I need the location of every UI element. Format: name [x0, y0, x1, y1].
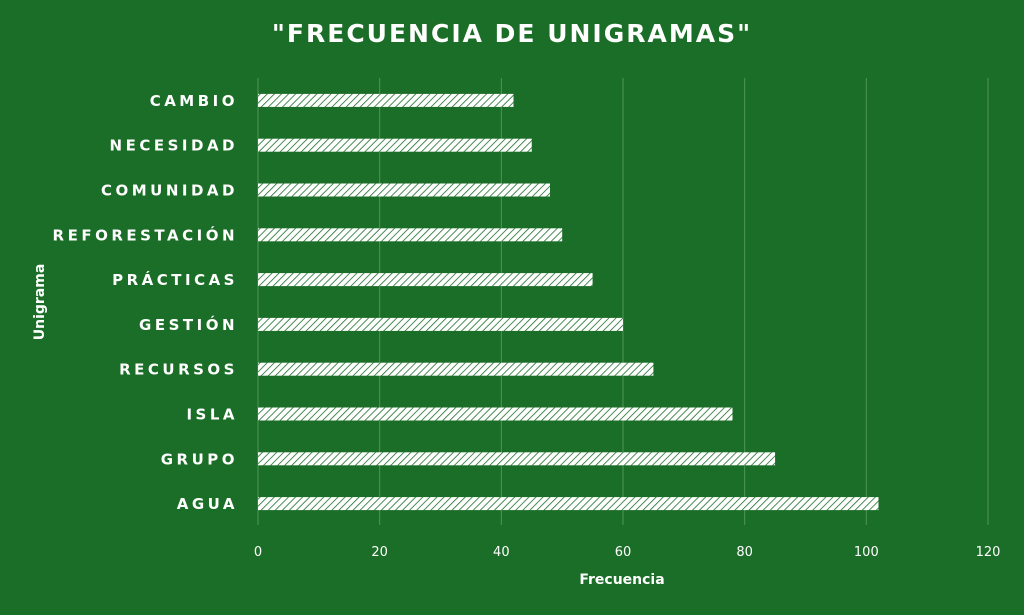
bars — [258, 93, 879, 511]
bar-comunidad — [258, 183, 550, 197]
bar-necesidad — [258, 138, 532, 152]
x-tick-labels: 0 20 40 60 80 100 120 — [254, 545, 1001, 560]
category-labels: CAMBIO NECESIDAD COMUNIDAD REFORESTACIÓN PRÁ… — [53, 92, 238, 513]
category-label: RECURSOS — [119, 361, 238, 379]
x-tick-label: 60 — [615, 545, 632, 560]
bar-cambio — [258, 93, 514, 107]
x-tick-label: 120 — [976, 545, 1001, 560]
bar-recursos — [258, 362, 654, 376]
category-label: NECESIDAD — [110, 137, 238, 155]
x-tick-label: 100 — [854, 545, 879, 560]
category-label: PRÁCTICAS — [112, 270, 238, 289]
category-label: AGUA — [177, 495, 238, 513]
x-axis-label: Frecuencia — [579, 572, 664, 588]
x-tick-label: 0 — [254, 545, 262, 560]
bar-isla — [258, 407, 733, 421]
bar-grupo — [258, 452, 776, 466]
chart-title: "FRECUENCIA DE UNIGRAMAS" — [272, 19, 752, 48]
category-label: GESTIÓN — [139, 315, 238, 334]
x-tick-label: 40 — [493, 545, 510, 560]
y-axis-label: Unigrama — [32, 264, 48, 341]
grid-lines — [257, 78, 989, 525]
bar-gestión — [258, 317, 623, 331]
bar-reforestación — [258, 228, 563, 242]
x-tick-label: 80 — [736, 545, 753, 560]
category-label: GRUPO — [161, 450, 238, 468]
bar-prácticas — [258, 273, 593, 287]
x-tick-label: 20 — [371, 545, 388, 560]
category-label: CAMBIO — [150, 92, 238, 110]
bar-agua — [258, 497, 879, 511]
category-label: REFORESTACIÓN — [53, 225, 238, 244]
category-label: ISLA — [186, 406, 238, 424]
category-label: COMUNIDAD — [101, 182, 238, 200]
